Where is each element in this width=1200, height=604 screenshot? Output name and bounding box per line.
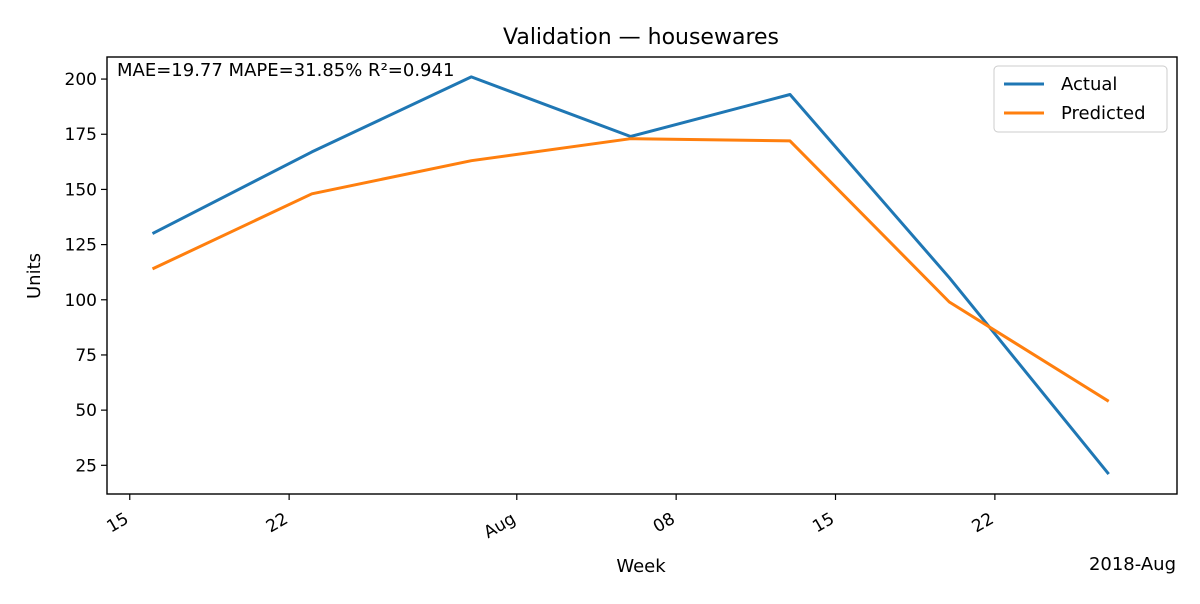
plot-frame bbox=[106, 56, 1178, 495]
x-axis: 15 22 Aug 08 15 22 bbox=[104, 494, 998, 543]
metrics-annotation: MAE=19.77 MAPE=31.85% R²=0.941 bbox=[117, 60, 454, 81]
y-tick-label: 125 bbox=[65, 236, 97, 256]
legend-label-predicted: Predicted bbox=[1061, 103, 1146, 124]
series-layer bbox=[151, 75, 1110, 476]
x-tick-label: 15 bbox=[809, 509, 838, 537]
y-tick-label: 200 bbox=[65, 70, 97, 90]
y-tick-label: 100 bbox=[65, 291, 97, 311]
y-tick-label: 175 bbox=[65, 125, 97, 145]
y-axis-label: Units bbox=[24, 253, 45, 299]
x-tick-label: 15 bbox=[104, 509, 133, 537]
x-axis-offset-label: 2018-Aug bbox=[1089, 554, 1176, 575]
x-tick-label: Aug bbox=[481, 509, 520, 543]
series-line-predicted bbox=[151, 137, 1110, 403]
x-tick-label: 22 bbox=[969, 509, 998, 537]
y-tick-label: 25 bbox=[75, 456, 97, 476]
y-axis: 25 50 75 100 125 150 175 200 bbox=[65, 70, 107, 476]
x-axis-label: Week bbox=[616, 556, 666, 577]
y-tick-label: 50 bbox=[75, 401, 97, 421]
y-tick-label: 75 bbox=[75, 346, 97, 366]
legend: Actual Predicted bbox=[993, 65, 1168, 133]
legend-label-actual: Actual bbox=[1061, 74, 1117, 95]
x-tick-label: 08 bbox=[650, 509, 679, 537]
chart-title: Validation — housewares bbox=[503, 25, 779, 50]
series-line-actual bbox=[151, 75, 1110, 476]
x-tick-label: 22 bbox=[263, 509, 292, 537]
y-tick-label: 150 bbox=[65, 180, 97, 200]
